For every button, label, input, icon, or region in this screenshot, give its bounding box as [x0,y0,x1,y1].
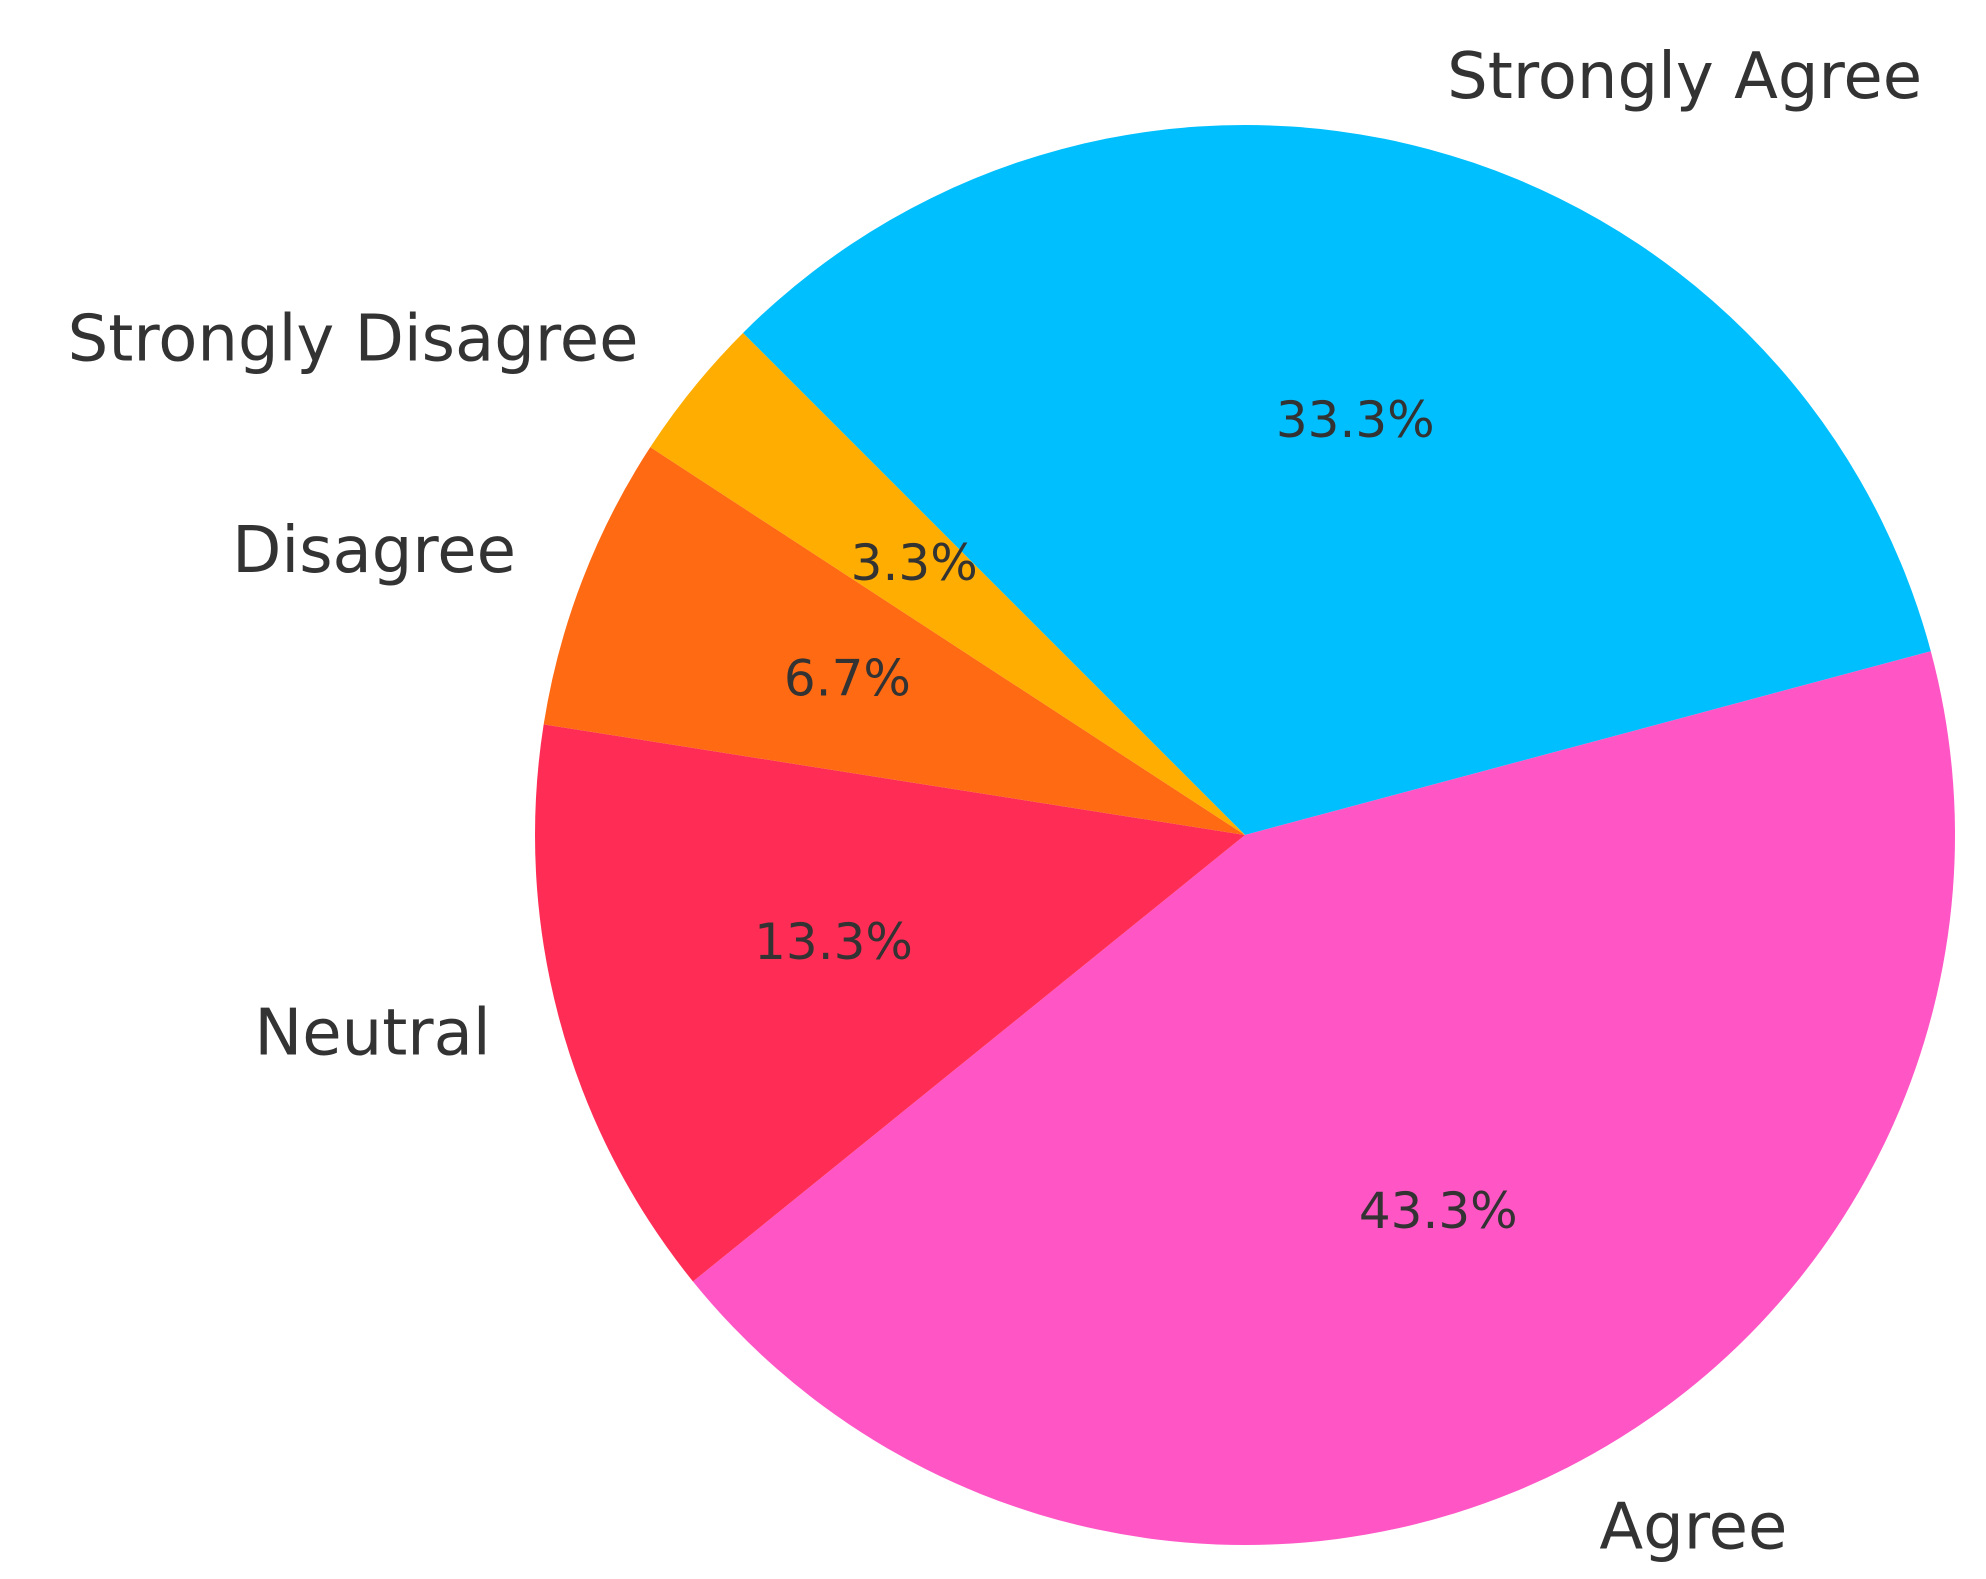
category-label-disagree: Disagree [232,514,516,588]
percent-label-disagree: 6.7% [784,650,911,708]
percent-label-strongly-agree: 33.3% [1276,391,1435,449]
category-labels: Strongly Agree Agree Neutral Disagree Strong… [68,40,1923,1564]
pie-slices [534,125,1956,1546]
pie-slice-disagree [543,447,1245,835]
pie-slice-agree [692,651,1956,1546]
category-label-neutral: Neutral [254,997,490,1071]
percent-labels: 33.3% 43.3% 13.3% 6.7% 3.3% [754,391,1518,1240]
pie-slice-neutral [534,724,1245,1282]
category-label-agree: Agree [1599,1491,1787,1565]
pie-slice-strongly-agree [742,125,1931,835]
percent-label-agree: 43.3% [1359,1182,1518,1240]
percent-label-strongly-disagree: 3.3% [851,534,978,592]
percent-label-neutral: 13.3% [754,913,913,971]
category-label-strongly-agree: Strongly Agree [1447,40,1922,114]
category-label-strongly-disagree: Strongly Disagree [68,303,639,377]
pie-slice-strongly-disagree [650,332,1245,835]
